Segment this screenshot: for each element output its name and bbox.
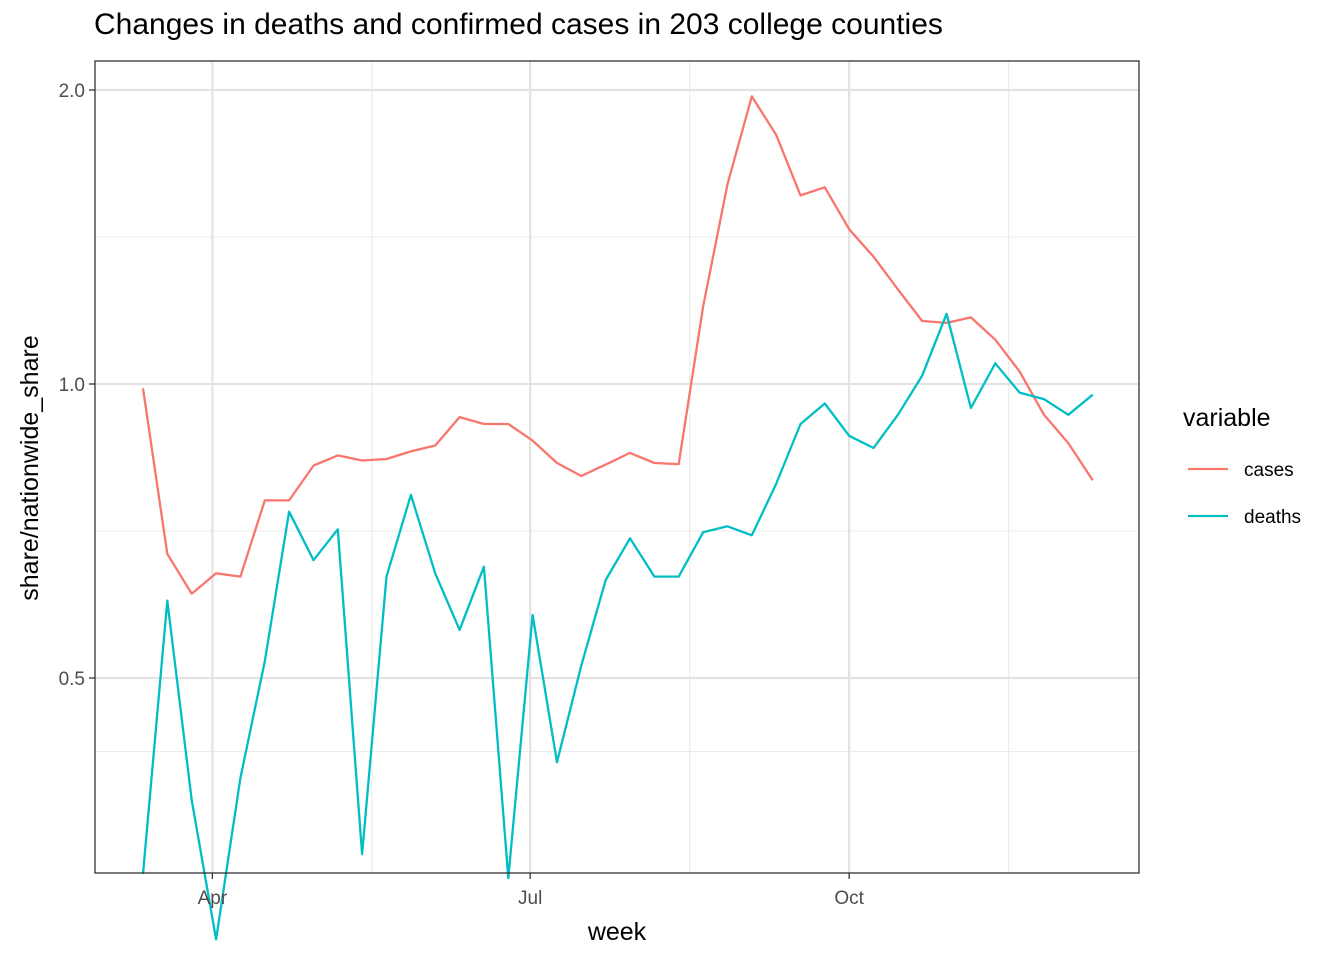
series-line-deaths xyxy=(141,312,1094,941)
x-tick-label: Jul xyxy=(518,888,542,909)
y-tick-label: 2.0 xyxy=(59,81,85,102)
x-tick-label: Oct xyxy=(834,888,864,909)
axes: 0.5 1.0 2.0 Apr Jul Oct xyxy=(59,81,865,909)
x-tick-label: Apr xyxy=(198,888,228,909)
y-axis-title: share/nationwide_share xyxy=(16,335,44,600)
chart-title: Changes in deaths and confirmed cases in… xyxy=(94,8,943,41)
series-lines xyxy=(141,95,1094,941)
grid-lines xyxy=(95,61,1139,873)
x-axis-title: week xyxy=(587,918,647,946)
legend-title: variable xyxy=(1183,404,1271,432)
legend: variable cases deaths xyxy=(1183,404,1301,528)
series-line-cases xyxy=(141,95,1094,595)
y-tick-label: 0.5 xyxy=(59,669,85,690)
y-tick-label: 1.0 xyxy=(59,375,85,396)
legend-label-deaths: deaths xyxy=(1244,507,1301,528)
legend-label-cases: cases xyxy=(1244,460,1294,481)
plot-panel-border xyxy=(94,60,1140,874)
